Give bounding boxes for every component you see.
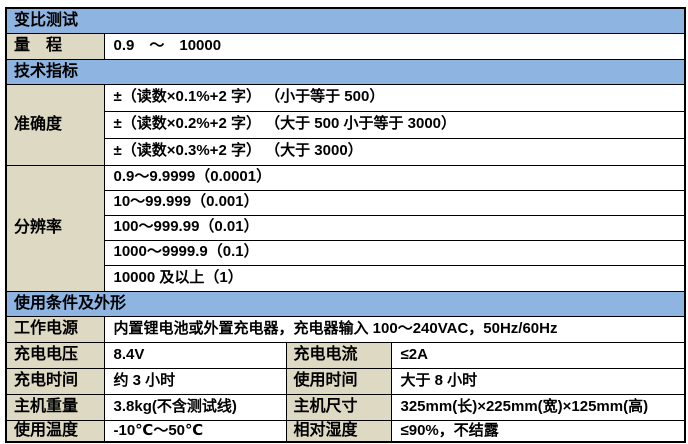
- size-label: 主机尺寸: [285, 393, 392, 421]
- table-row: 使用温度 -10℃～50℃ 相对湿度 ≤90%，不结露: [5, 419, 686, 443]
- section-header-tech-specs: 技术指标: [5, 58, 686, 85]
- table-row: 变比测试: [5, 7, 686, 34]
- range-value: 0.9 ～ 10000: [103, 32, 686, 60]
- table-row: 充电电压 8.4V 充电电流 ≤2A: [5, 341, 686, 369]
- accuracy-label: 准确度: [5, 83, 105, 166]
- table-row: 使用条件及外形: [5, 290, 686, 317]
- humidity-label: 相对湿度: [285, 419, 392, 443]
- charge-voltage-value: 8.4V: [103, 341, 287, 369]
- use-time-label: 使用时间: [285, 367, 392, 395]
- section-header-ratio-test: 变比测试: [5, 7, 686, 34]
- charge-time-label: 充电时间: [5, 367, 105, 395]
- charge-time-value: 约 3 小时: [103, 367, 287, 395]
- table-row: 1000～9999.9（0.1）: [6, 239, 686, 266]
- accuracy-row-3: ±（读数×0.3%+2 字） （大于 3000）: [103, 137, 686, 166]
- weight-label: 主机重量: [5, 393, 105, 421]
- accuracy-row-2: ±（读数×0.2%+2 字） （大于 500 小于等于 3000）: [103, 110, 686, 139]
- weight-value: 3.8kg(不含测试线): [103, 393, 287, 421]
- table-row: 准确度 ±（读数×0.1%+2 字） （小于等于 500）: [5, 83, 686, 166]
- resolution-row-1: 0.9～9.9999（0.0001）: [103, 164, 686, 191]
- resolution-label: 分辨率: [5, 164, 105, 292]
- resolution-row-4: 1000～9999.9（0.1）: [103, 239, 686, 266]
- table-row: 100～999.99（0.01）: [6, 214, 686, 241]
- table-row: ±（读数×0.3%+2 字） （大于 3000）: [6, 137, 686, 166]
- power-value: 内置锂电池或外置充电器，充电器输入 100～240VAC，50Hz/60Hz: [103, 315, 686, 343]
- humidity-value: ≤90%，不结露: [390, 419, 686, 443]
- size-value: 325mm(长)×225mm(宽)×125mm(高): [390, 393, 686, 421]
- section-header-conditions: 使用条件及外形: [5, 290, 686, 317]
- charge-current-value: ≤2A: [390, 341, 686, 369]
- table-row: 分辨率 0.9～9.9999（0.0001）: [5, 164, 686, 292]
- charge-current-label: 充电电流: [285, 341, 392, 369]
- table-row: 10000 及以上（1）: [6, 264, 686, 292]
- charge-voltage-label: 充电电压: [5, 341, 105, 369]
- table-row: 工作电源 内置锂电池或外置充电器，充电器输入 100～240VAC，50Hz/6…: [5, 315, 686, 343]
- spec-table: 变比测试 量 程 0.9 ～ 10000 技术指标 准确度 ±（读数×0.1%+…: [5, 7, 687, 443]
- table-row: 10～99.999（0.001）: [6, 189, 686, 216]
- resolution-row-3: 100～999.99（0.01）: [103, 214, 686, 241]
- power-label: 工作电源: [5, 315, 105, 343]
- table-row: 主机重量 3.8kg(不含测试线) 主机尺寸 325mm(长)×225mm(宽)…: [5, 393, 686, 421]
- use-time-value: 大于 8 小时: [390, 367, 686, 395]
- table-row: 量 程 0.9 ～ 10000: [5, 32, 686, 60]
- range-label: 量 程: [5, 32, 105, 60]
- resolution-row-5: 10000 及以上（1）: [103, 264, 686, 292]
- resolution-row-2: 10～99.999（0.001）: [103, 189, 686, 216]
- temperature-label: 使用温度: [5, 419, 105, 443]
- temperature-value: -10℃～50℃: [103, 419, 287, 443]
- table-row: ±（读数×0.2%+2 字） （大于 500 小于等于 3000）: [6, 110, 686, 139]
- table-row: 技术指标: [5, 58, 686, 85]
- accuracy-row-1: ±（读数×0.1%+2 字） （小于等于 500）: [103, 83, 686, 112]
- table-row: 充电时间 约 3 小时 使用时间 大于 8 小时: [5, 367, 686, 395]
